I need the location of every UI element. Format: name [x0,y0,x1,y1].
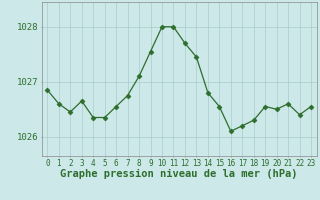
X-axis label: Graphe pression niveau de la mer (hPa): Graphe pression niveau de la mer (hPa) [60,169,298,179]
